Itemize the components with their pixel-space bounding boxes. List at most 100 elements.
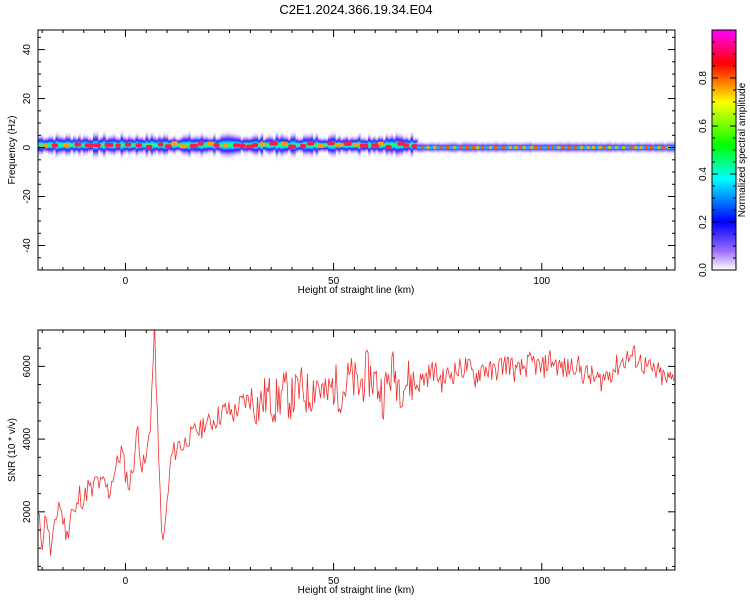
- spectrogram-column: [350, 133, 354, 157]
- spectrogram-ytick-label: 20: [22, 93, 33, 105]
- spectrogram-column: [504, 139, 508, 156]
- spectrogram-peak: [522, 146, 526, 150]
- spectrogram-column: [103, 129, 106, 161]
- spectrogram-peak: [245, 144, 254, 149]
- spectrogram-peak: [586, 146, 590, 150]
- spectrogram-peak: [607, 146, 611, 150]
- spectrogram-column: [456, 140, 460, 155]
- spectrogram-peak: [115, 143, 121, 148]
- spectrogram-peak: [124, 142, 132, 147]
- spectrogram-peak: [657, 146, 661, 150]
- spectrogram-panel: 0 50 100 -40 -20 0 20 40 Height of straight lin…: [7, 29, 676, 296]
- colorbar-label: Normalized spectral amplitude: [737, 82, 748, 217]
- spectrogram-column: [461, 139, 465, 156]
- spectrogram-peak: [288, 144, 297, 149]
- spectrogram-column: [150, 130, 154, 161]
- spectrogram-column: [295, 134, 299, 156]
- spectrogram-peak: [299, 143, 307, 148]
- spectrogram-column: [313, 134, 316, 156]
- spectrogram-column: [203, 133, 206, 157]
- colorbar-tick-label: 0.0: [698, 263, 709, 277]
- spectrogram-peak: [518, 146, 522, 150]
- spectrogram-peak: [453, 146, 457, 150]
- spectrogram-column: [298, 136, 301, 154]
- spectrogram-column: [100, 133, 104, 157]
- spectrogram-peak: [494, 146, 498, 150]
- snr-ylabel: SNR (10 * v/v): [7, 418, 18, 482]
- spectrogram-column: [531, 140, 535, 155]
- spectrogram-column: [395, 129, 399, 161]
- spectrogram-peak: [420, 146, 424, 150]
- spectrogram-column: [441, 140, 445, 155]
- spectrogram-peak: [51, 143, 59, 148]
- spectrogram-peak: [591, 146, 595, 150]
- spectrogram-peak: [92, 143, 101, 148]
- spectrogram-column: [541, 140, 545, 155]
- spectrogram-column: [60, 133, 64, 157]
- spectrogram-column: [120, 129, 124, 161]
- spectrogram-peak: [579, 146, 583, 150]
- spectrogram-column: [571, 140, 575, 155]
- spectrogram-column: [220, 130, 224, 160]
- spectrogram-ytick-label: -20: [22, 189, 33, 204]
- spectrogram-peak: [213, 143, 220, 148]
- colorbar-ticks: 0.0 0.2 0.4 0.6 0.8: [698, 29, 736, 277]
- spectrogram-column: [278, 133, 281, 158]
- spectrogram-column: [315, 130, 319, 160]
- spectrogram-column: [624, 140, 628, 155]
- spectrogram-peak: [145, 144, 153, 149]
- spectrogram-column: [486, 140, 490, 156]
- spectrogram-peak: [547, 146, 551, 150]
- spectrogram-column: [323, 135, 326, 155]
- spectrogram-peak: [481, 146, 485, 150]
- spectrogram-peak: [179, 144, 187, 149]
- spectrogram-peak: [644, 146, 648, 150]
- colorbar-tick-label: 0.8: [698, 71, 709, 85]
- spectrogram-column: [449, 139, 453, 156]
- spectrogram-peak: [530, 146, 534, 150]
- spectrogram-column: [464, 139, 468, 156]
- spectrogram-peak: [352, 142, 360, 147]
- spectrogram-peak: [397, 141, 405, 146]
- snr-xtick-label: 0: [123, 576, 129, 587]
- spectrogram-column: [268, 132, 271, 158]
- spectrogram-column: [383, 136, 386, 154]
- snr-xtick-label: 100: [533, 576, 550, 587]
- spectrogram-column: [258, 134, 261, 156]
- spectrogram-frame: [37, 29, 676, 271]
- spectrogram-peak: [259, 142, 267, 147]
- spectrogram-column: [474, 139, 478, 156]
- colorbar-tick-label: 0.4: [698, 167, 709, 181]
- spectrogram-column: [636, 139, 640, 156]
- spectrogram-column: [429, 140, 433, 155]
- spectrogram-peak: [269, 141, 278, 146]
- snr-ytick-label: 2000: [22, 500, 33, 523]
- spectrogram-column: [641, 140, 645, 155]
- spectrogram-column: [83, 132, 86, 158]
- spectrogram-column: [631, 140, 635, 155]
- snr-series-line: [38, 330, 675, 556]
- spectrogram-peak: [411, 144, 419, 149]
- colorbar-gradient: [711, 29, 737, 271]
- spectrogram-column: [506, 140, 510, 155]
- spectrogram-column: [576, 140, 580, 155]
- spectrogram-column: [526, 140, 530, 155]
- spectrogram-ylabel: Frequency (Hz): [7, 116, 18, 185]
- spectrogram-column: [659, 139, 663, 156]
- spectrogram-column: [155, 134, 159, 156]
- spectrogram-peak: [661, 146, 665, 150]
- spectrogram-peak: [385, 144, 392, 149]
- spectrogram-column: [611, 140, 615, 155]
- spectrogram-column: [524, 140, 528, 155]
- spectrogram-column: [626, 140, 630, 155]
- spectrogram-column: [544, 140, 548, 155]
- spectrogram-column: [584, 140, 588, 155]
- spectrogram-column: [419, 139, 423, 156]
- spectrogram-peak: [649, 146, 653, 150]
- spectrogram-column: [516, 140, 520, 155]
- spectrogram-column: [133, 135, 136, 155]
- spectrogram-xtick-label: 0: [123, 276, 129, 287]
- spectrogram-column: [484, 140, 488, 155]
- snr-marks: [38, 330, 675, 556]
